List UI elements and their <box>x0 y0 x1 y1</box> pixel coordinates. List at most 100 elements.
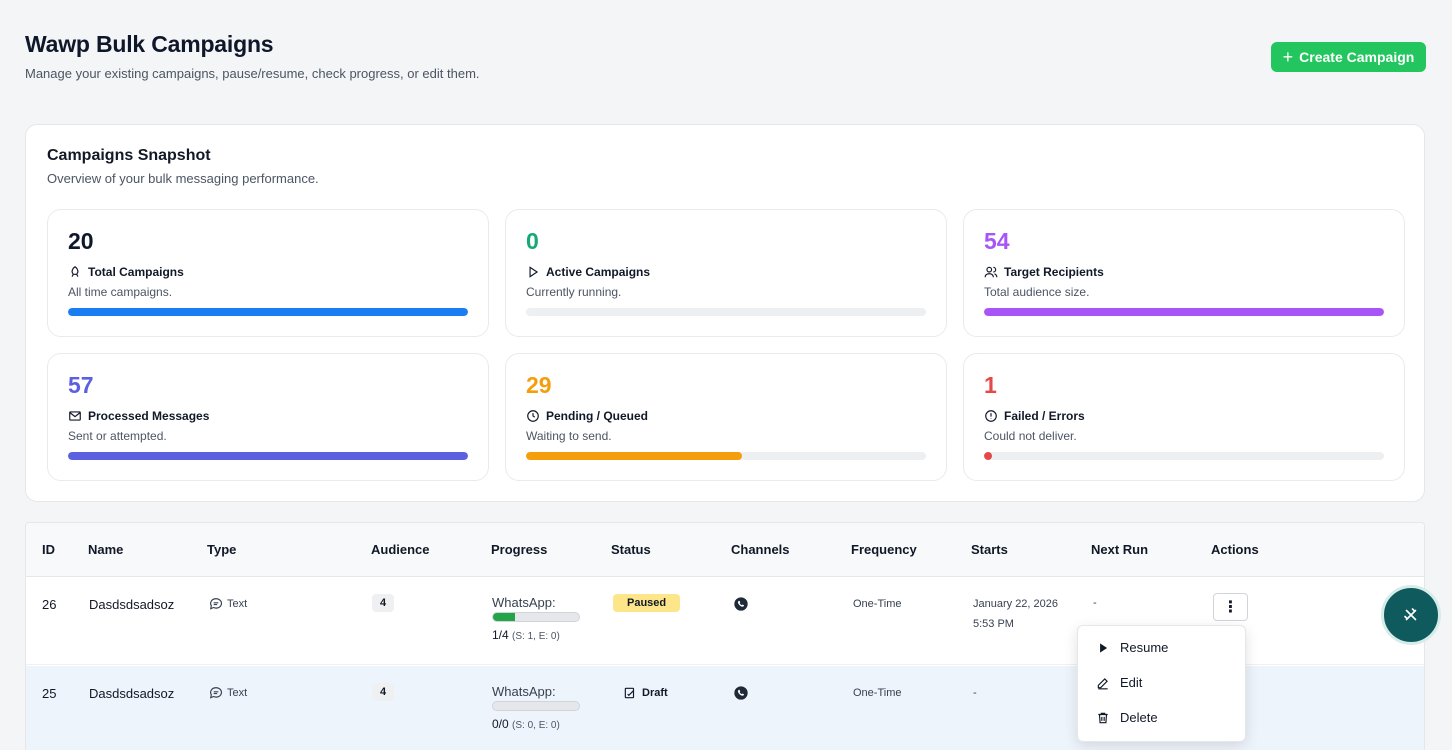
create-campaign-button[interactable]: + Create Campaign <box>1271 42 1426 72</box>
plus-icon: + <box>1282 47 1294 67</box>
cell-starts-date: January 22, 2026 <box>973 598 1059 610</box>
stat-label-row: Total Campaigns <box>68 265 184 279</box>
row-actions-button[interactable]: ⋮ <box>1213 593 1248 621</box>
users-icon <box>984 266 998 278</box>
status-badge: Paused <box>613 594 681 612</box>
stat-value: 57 <box>68 372 94 398</box>
menu-item-edit[interactable]: Edit <box>1096 675 1142 690</box>
cell-frequency: One-Time <box>853 687 902 699</box>
cell-name[interactable]: Dasdsdsadsoz <box>89 597 175 612</box>
cell-starts-date: - <box>973 687 977 699</box>
stat-progress-fill <box>68 452 468 460</box>
stat-label-row: Pending / Queued <box>526 409 648 423</box>
cell-starts-time: 5:53 PM <box>973 618 1014 630</box>
page-subtitle: Manage your existing campaigns, pause/re… <box>25 66 480 81</box>
page-title: Wawp Bulk Campaigns <box>25 31 274 57</box>
message-icon <box>209 598 223 610</box>
stat-value: 20 <box>68 228 94 254</box>
stat-label: Total Campaigns <box>88 265 184 279</box>
stat-label-row: Failed / Errors <box>984 409 1085 423</box>
stat-value: 29 <box>526 372 552 398</box>
stat-progress-track <box>526 452 926 460</box>
cell-type: Text <box>209 686 247 700</box>
stat-label: Active Campaigns <box>546 265 651 279</box>
play-icon <box>529 266 539 278</box>
stat-progress-fill <box>984 308 1384 316</box>
clock-icon <box>527 410 539 422</box>
snapshot-subtitle: Overview of your bulk messaging performa… <box>47 171 319 186</box>
stat-label: Target Recipients <box>1004 265 1104 279</box>
menu-item-label: Edit <box>1120 675 1143 690</box>
stat-label: Pending / Queued <box>546 409 649 423</box>
cell-type: Text <box>209 597 247 611</box>
cell-name[interactable]: Dasdsdsadsoz <box>89 686 175 701</box>
cell-frequency: One-Time <box>853 598 902 610</box>
campaigns-snapshot-card: Campaigns Snapshot Overview of your bulk… <box>25 124 1425 502</box>
stat-description: Currently running. <box>526 285 622 299</box>
stat-card-pending-queued: 29 Pending / Queued Waiting to send. <box>505 353 947 481</box>
stat-card-target-recipients: 54 Target Recipients Total audience size… <box>963 209 1405 337</box>
stat-value: 1 <box>984 372 997 398</box>
progress-fill <box>493 613 515 621</box>
stat-description: Total audience size. <box>984 285 1090 299</box>
col-header-status[interactable]: Status <box>611 542 651 557</box>
stat-progress-track <box>526 308 926 316</box>
col-header-audience[interactable]: Audience <box>371 542 430 557</box>
stat-value: 54 <box>984 228 1010 254</box>
col-header-actions: Actions <box>1211 542 1259 557</box>
cell-audience: 4 <box>372 683 395 701</box>
stat-progress-track <box>68 308 468 316</box>
stat-card-total-campaigns: 20 Total Campaigns All time campaigns. <box>47 209 489 337</box>
floating-tools-button[interactable] <box>1381 585 1441 645</box>
menu-item-label: Resume <box>1120 640 1169 655</box>
status-label: Draft <box>642 687 668 699</box>
stat-progress-fill <box>984 452 992 460</box>
menu-item-label: Delete <box>1120 710 1158 725</box>
alert-icon <box>985 410 997 422</box>
col-header-progress[interactable]: Progress <box>491 542 548 557</box>
col-header-starts[interactable]: Starts <box>971 542 1008 557</box>
create-campaign-label: Create Campaign <box>1299 49 1415 65</box>
stat-card-processed-messages: 57 Processed Messages Sent or attempted. <box>47 353 489 481</box>
cell-id: 26 <box>42 597 57 612</box>
col-header-type[interactable]: Type <box>207 542 237 557</box>
progress-detail: (S: 1, E: 0) <box>512 631 560 642</box>
table-header: ID Name Type Audience Progress Status Ch… <box>26 523 1424 577</box>
cell-progress: WhatsApp: 0/0 (S: 0, E: 0) <box>492 684 580 731</box>
audience-badge: 4 <box>372 594 395 612</box>
progress-count: 0/0 <box>492 717 509 731</box>
stat-description: Sent or attempted. <box>68 429 167 443</box>
progress-track <box>492 612 580 622</box>
col-header-next-run[interactable]: Next Run <box>1091 542 1149 557</box>
stat-label-row: Target Recipients <box>984 265 1104 279</box>
progress-count-row: 0/0 (S: 0, E: 0) <box>492 717 580 731</box>
cell-status: Draft <box>623 686 668 700</box>
stat-progress-track <box>984 308 1384 316</box>
draft-icon <box>624 687 635 699</box>
col-header-name[interactable]: Name <box>88 542 124 557</box>
progress-count: 1/4 <box>492 628 509 642</box>
cell-id: 25 <box>42 686 57 701</box>
kebab-icon: ⋮ <box>1222 599 1239 616</box>
stat-label-row: Processed Messages <box>68 409 209 423</box>
tools-icon <box>1404 608 1417 621</box>
progress-track <box>492 701 580 711</box>
menu-item-resume[interactable]: Resume <box>1096 640 1168 655</box>
row-actions-menu: Resume Edit Delete <box>1077 625 1246 742</box>
cell-type-label: Text <box>227 598 248 610</box>
play-icon <box>1100 642 1108 653</box>
message-icon <box>209 687 223 699</box>
whatsapp-icon <box>734 686 748 700</box>
cell-status: Paused <box>613 594 681 612</box>
col-header-frequency[interactable]: Frequency <box>851 542 917 557</box>
progress-channel-label: WhatsApp: <box>492 595 556 610</box>
stat-progress-track <box>68 452 468 460</box>
stat-label: Processed Messages <box>88 409 210 423</box>
rocket-icon <box>71 266 79 277</box>
stat-description: Could not deliver. <box>984 429 1077 443</box>
trash-icon <box>1098 712 1108 723</box>
whatsapp-icon <box>734 597 748 611</box>
col-header-id[interactable]: ID <box>42 542 55 557</box>
menu-item-delete[interactable]: Delete <box>1096 710 1158 725</box>
col-header-channels[interactable]: Channels <box>731 542 790 557</box>
